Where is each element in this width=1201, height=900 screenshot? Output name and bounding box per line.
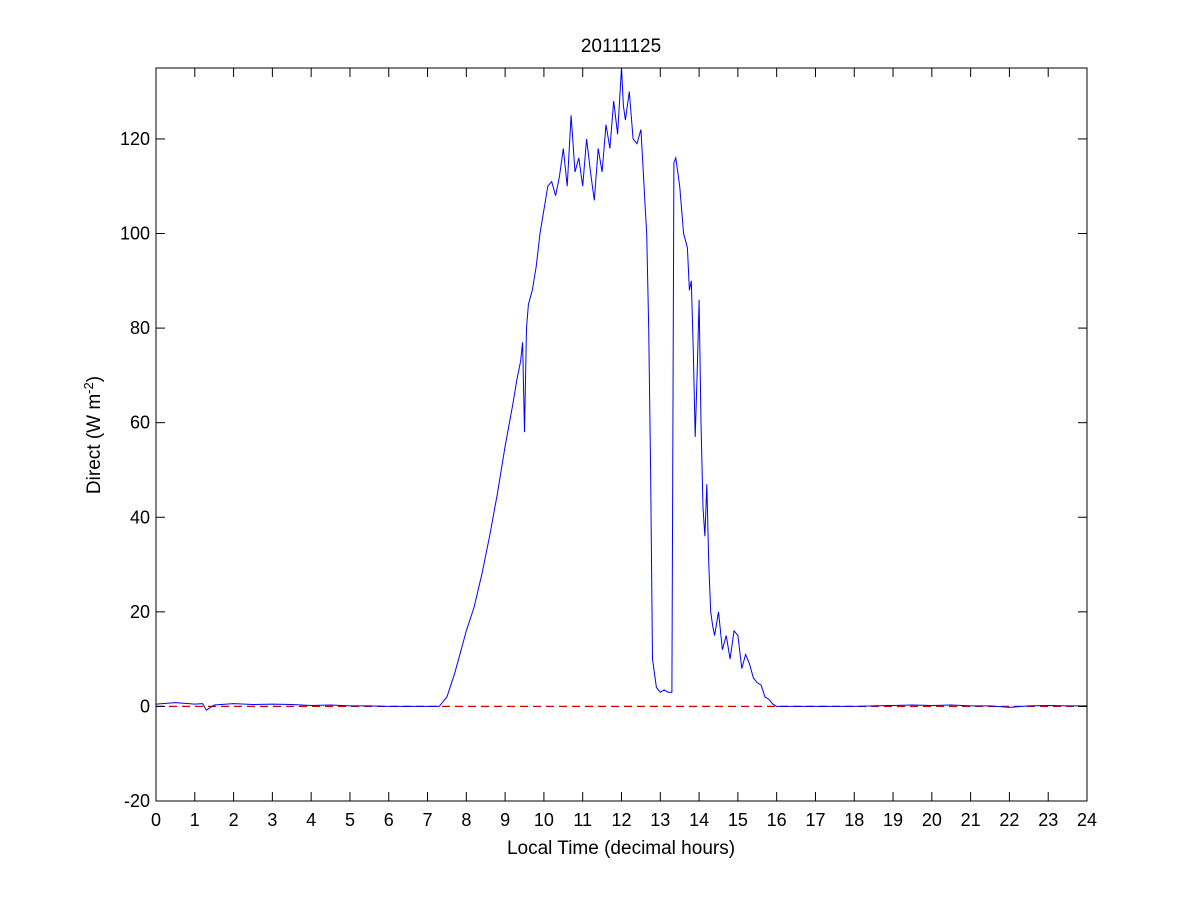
tick-labels: 0 1 2 3 4 5 6 7 8 9 10 11 12 13 14 15 16 17 18 19 20 21 22 23 24… xyxy=(120,129,1097,830)
x-tick-label: 12 xyxy=(611,810,631,830)
series-line-0 xyxy=(156,68,1087,711)
plot-area xyxy=(156,68,1087,711)
x-tick-label: 24 xyxy=(1077,810,1097,830)
x-tick-label: 19 xyxy=(883,810,903,830)
y-tick-label: 100 xyxy=(120,224,150,244)
x-tick-label: 13 xyxy=(650,810,670,830)
x-tick-label: 20 xyxy=(922,810,942,830)
x-tick-label: 2 xyxy=(229,810,239,830)
x-tick-label: 15 xyxy=(728,810,748,830)
x-tick-label: 23 xyxy=(1038,810,1058,830)
y-axis-title-superscript: -2 xyxy=(81,382,96,394)
y-tick-label: 0 xyxy=(140,696,150,716)
y-axis-title-close: ) xyxy=(84,376,105,382)
x-tick-label: 4 xyxy=(306,810,316,830)
chart-title: 20111125 xyxy=(581,36,661,57)
x-tick-label: 8 xyxy=(461,810,471,830)
x-tick-label: 1 xyxy=(190,810,200,830)
y-tick-label: 20 xyxy=(130,602,150,622)
y-axis-title: Direct (W m-2) xyxy=(81,376,106,494)
x-tick-label: 17 xyxy=(805,810,825,830)
x-tick-label: 16 xyxy=(767,810,787,830)
x-tick-label: 14 xyxy=(689,810,709,830)
y-tick-label: 120 xyxy=(120,129,150,149)
x-axis-title: Local Time (decimal hours) xyxy=(507,838,735,859)
x-tick-label: 3 xyxy=(267,810,277,830)
x-tick-label: 22 xyxy=(999,810,1019,830)
y-tick-label: 40 xyxy=(130,507,150,527)
x-tick-label: 11 xyxy=(573,810,592,830)
x-tick-label: 0 xyxy=(151,810,161,830)
axes-box xyxy=(155,67,1088,802)
y-axis-title-main: Direct (W m xyxy=(84,394,105,494)
x-tick-label: 10 xyxy=(534,810,554,830)
x-tick-label: 6 xyxy=(384,810,394,830)
x-tick-label: 21 xyxy=(961,810,981,830)
y-tick-label: 60 xyxy=(130,413,150,433)
y-tick-label: -20 xyxy=(124,791,150,811)
x-tick-label: 9 xyxy=(500,810,510,830)
axis-ticks xyxy=(155,68,1088,802)
x-tick-label: 5 xyxy=(345,810,355,830)
y-tick-label: 80 xyxy=(130,318,150,338)
x-tick-label: 18 xyxy=(844,810,864,830)
x-tick-label: 7 xyxy=(423,810,433,830)
